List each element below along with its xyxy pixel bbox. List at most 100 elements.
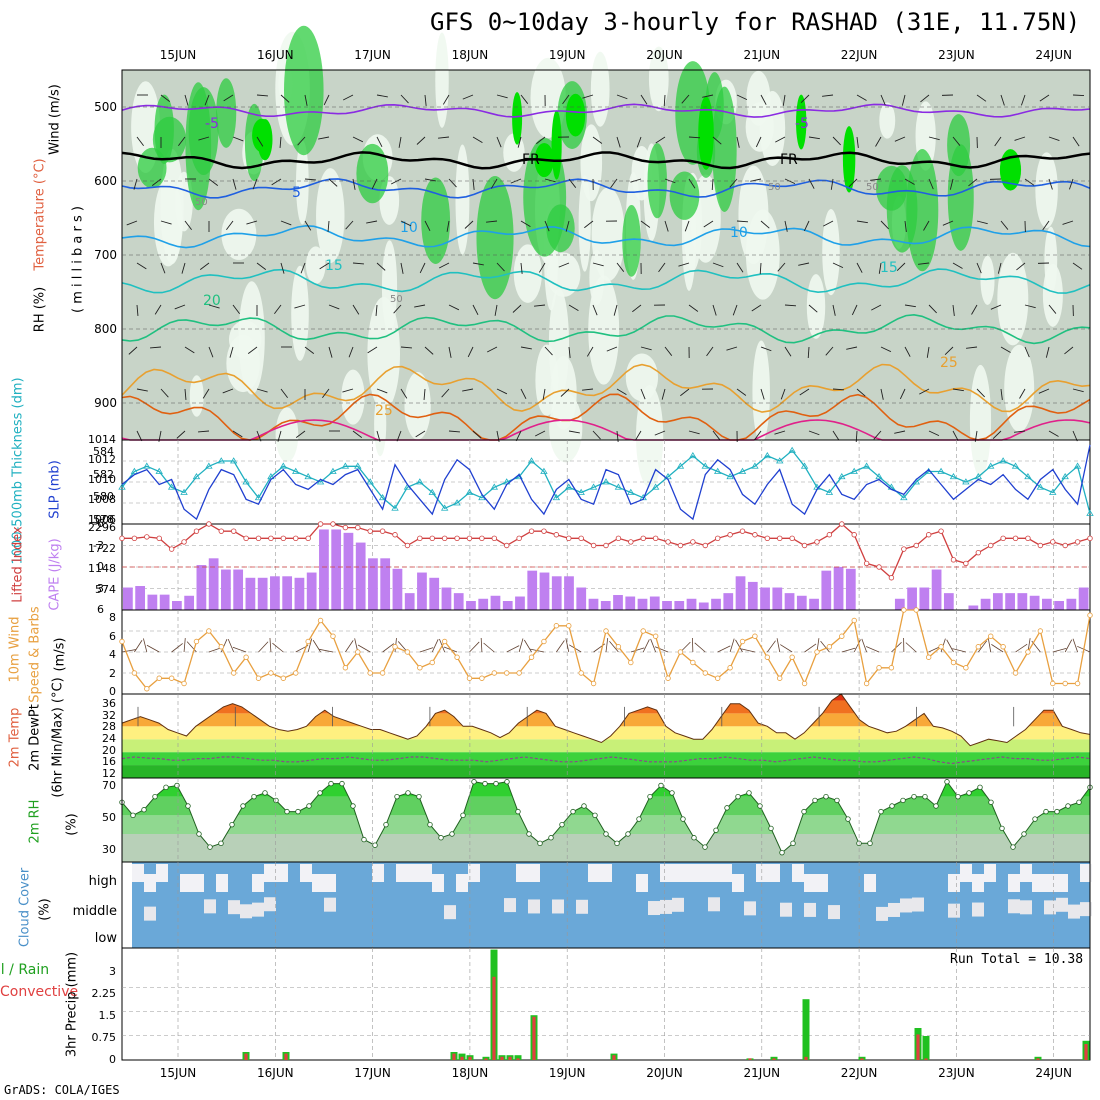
slp-ylabel-slp: SLP (mb) xyxy=(47,460,63,519)
cloud-high-gap xyxy=(792,864,804,882)
wind-barb xyxy=(751,304,762,312)
rh2m-point xyxy=(284,808,290,815)
cloud-mid-gap xyxy=(1068,904,1080,919)
wind-barb xyxy=(726,346,738,351)
wind-barb xyxy=(517,136,522,148)
wind-barb xyxy=(345,220,354,230)
wind-barb xyxy=(419,262,426,274)
wind10-speed-point xyxy=(603,628,609,634)
wind10-barb xyxy=(694,642,706,653)
lifted-index-point xyxy=(404,542,411,549)
wind-barb xyxy=(448,178,457,188)
wind-barb xyxy=(706,346,714,357)
lifted-index-point xyxy=(615,535,622,542)
rh-dry-patch xyxy=(588,275,620,385)
wind-barb xyxy=(592,304,598,316)
wind-barb xyxy=(424,94,427,106)
wind10-barb xyxy=(841,647,856,653)
rh-saturated-patch xyxy=(551,110,562,180)
date-label-bottom: 15JUN xyxy=(159,1066,197,1080)
cloud-mid-gap xyxy=(1080,902,1092,917)
wind-barb xyxy=(586,346,594,357)
wind-barb xyxy=(1000,388,1003,400)
lifted-index-point xyxy=(367,528,373,534)
precip-conv-bar xyxy=(492,976,496,1060)
rh-dry-patch xyxy=(969,364,992,477)
slp-line xyxy=(121,444,1091,521)
wind-barb xyxy=(1000,346,1011,353)
wind-barb xyxy=(688,136,701,139)
cape-bar xyxy=(711,598,721,610)
wind-barb xyxy=(582,388,594,391)
rh2m-point xyxy=(262,790,268,796)
rh2m-point xyxy=(185,803,191,809)
wind-barb xyxy=(544,346,553,356)
thickness-point xyxy=(987,462,995,469)
wind-barb xyxy=(319,262,330,270)
lifted-index-point xyxy=(714,535,721,542)
wind-barb xyxy=(136,388,148,392)
cape-bar xyxy=(270,576,280,610)
wind-barb xyxy=(328,346,333,358)
rh2m-ylabel-a: 2m RH xyxy=(27,799,43,844)
wind-barb xyxy=(367,346,378,354)
rh-saturated-patch xyxy=(698,96,714,170)
cape-bar xyxy=(368,558,378,610)
cloud-ylabel-b: (%) xyxy=(37,898,53,921)
wind10-speed-point xyxy=(665,675,671,681)
lifted-index-point xyxy=(479,535,485,542)
thickness-point xyxy=(875,472,883,480)
rh2m-point xyxy=(933,803,939,809)
cloud-high-gap xyxy=(312,874,324,892)
temp2m-ytick: 32 xyxy=(102,708,116,722)
wind-barb xyxy=(966,346,978,349)
wind-barb xyxy=(442,94,450,105)
wind-barb xyxy=(736,388,747,396)
cape-bar xyxy=(698,602,709,610)
rh2m-point xyxy=(779,849,785,856)
thickness-point xyxy=(329,467,337,474)
wind10-barb xyxy=(977,640,988,653)
contour-label: 10 xyxy=(730,225,748,241)
cloud-mid-gap xyxy=(948,903,960,918)
lifted-index-point xyxy=(764,535,771,542)
wind-barb xyxy=(199,262,210,270)
contour-label: 50 xyxy=(195,197,208,208)
wind10-barb xyxy=(820,640,830,653)
lifted-index-point xyxy=(851,532,857,538)
wind-barb xyxy=(176,430,186,439)
wind-barb xyxy=(997,262,1002,274)
wind-barb xyxy=(136,136,144,147)
wind10-speed-point xyxy=(330,633,336,639)
wind-barb xyxy=(184,220,192,231)
thickness-point xyxy=(292,467,300,474)
wind10-barb xyxy=(729,638,735,653)
wind-barb xyxy=(1064,346,1074,355)
rh-moist-patch xyxy=(154,94,174,164)
wind-barb xyxy=(1038,388,1050,394)
cloud-high-gap xyxy=(300,864,312,882)
wind-barb xyxy=(376,262,386,271)
slp-ytick: 1006 xyxy=(88,513,116,526)
thickness-ytick: 578 xyxy=(93,513,114,526)
rh-dry-patch xyxy=(590,51,610,127)
precip-ytick: 0.75 xyxy=(91,1031,117,1044)
wind10-speed-point xyxy=(1087,612,1093,618)
precip-ylabel-total: Total / Rain xyxy=(0,962,50,978)
cape-bar xyxy=(637,598,648,610)
wind10-speed-point xyxy=(206,628,212,634)
lifted-index-point xyxy=(988,542,994,549)
wind-barb xyxy=(832,304,836,316)
wind-barb xyxy=(760,220,770,229)
lifted-index-point xyxy=(839,521,845,527)
wind10-speed-point xyxy=(392,644,398,650)
rh-moist-patch xyxy=(669,171,700,220)
wind-barb xyxy=(712,430,721,440)
thickness-point xyxy=(738,467,747,474)
cloud-high-gap xyxy=(432,874,444,892)
cape-bar xyxy=(282,576,293,610)
rh-dry-patch xyxy=(189,375,204,417)
rh2m-point xyxy=(988,799,994,805)
date-label-top: 15JUN xyxy=(159,48,197,62)
rh-dry-patch xyxy=(980,255,995,305)
